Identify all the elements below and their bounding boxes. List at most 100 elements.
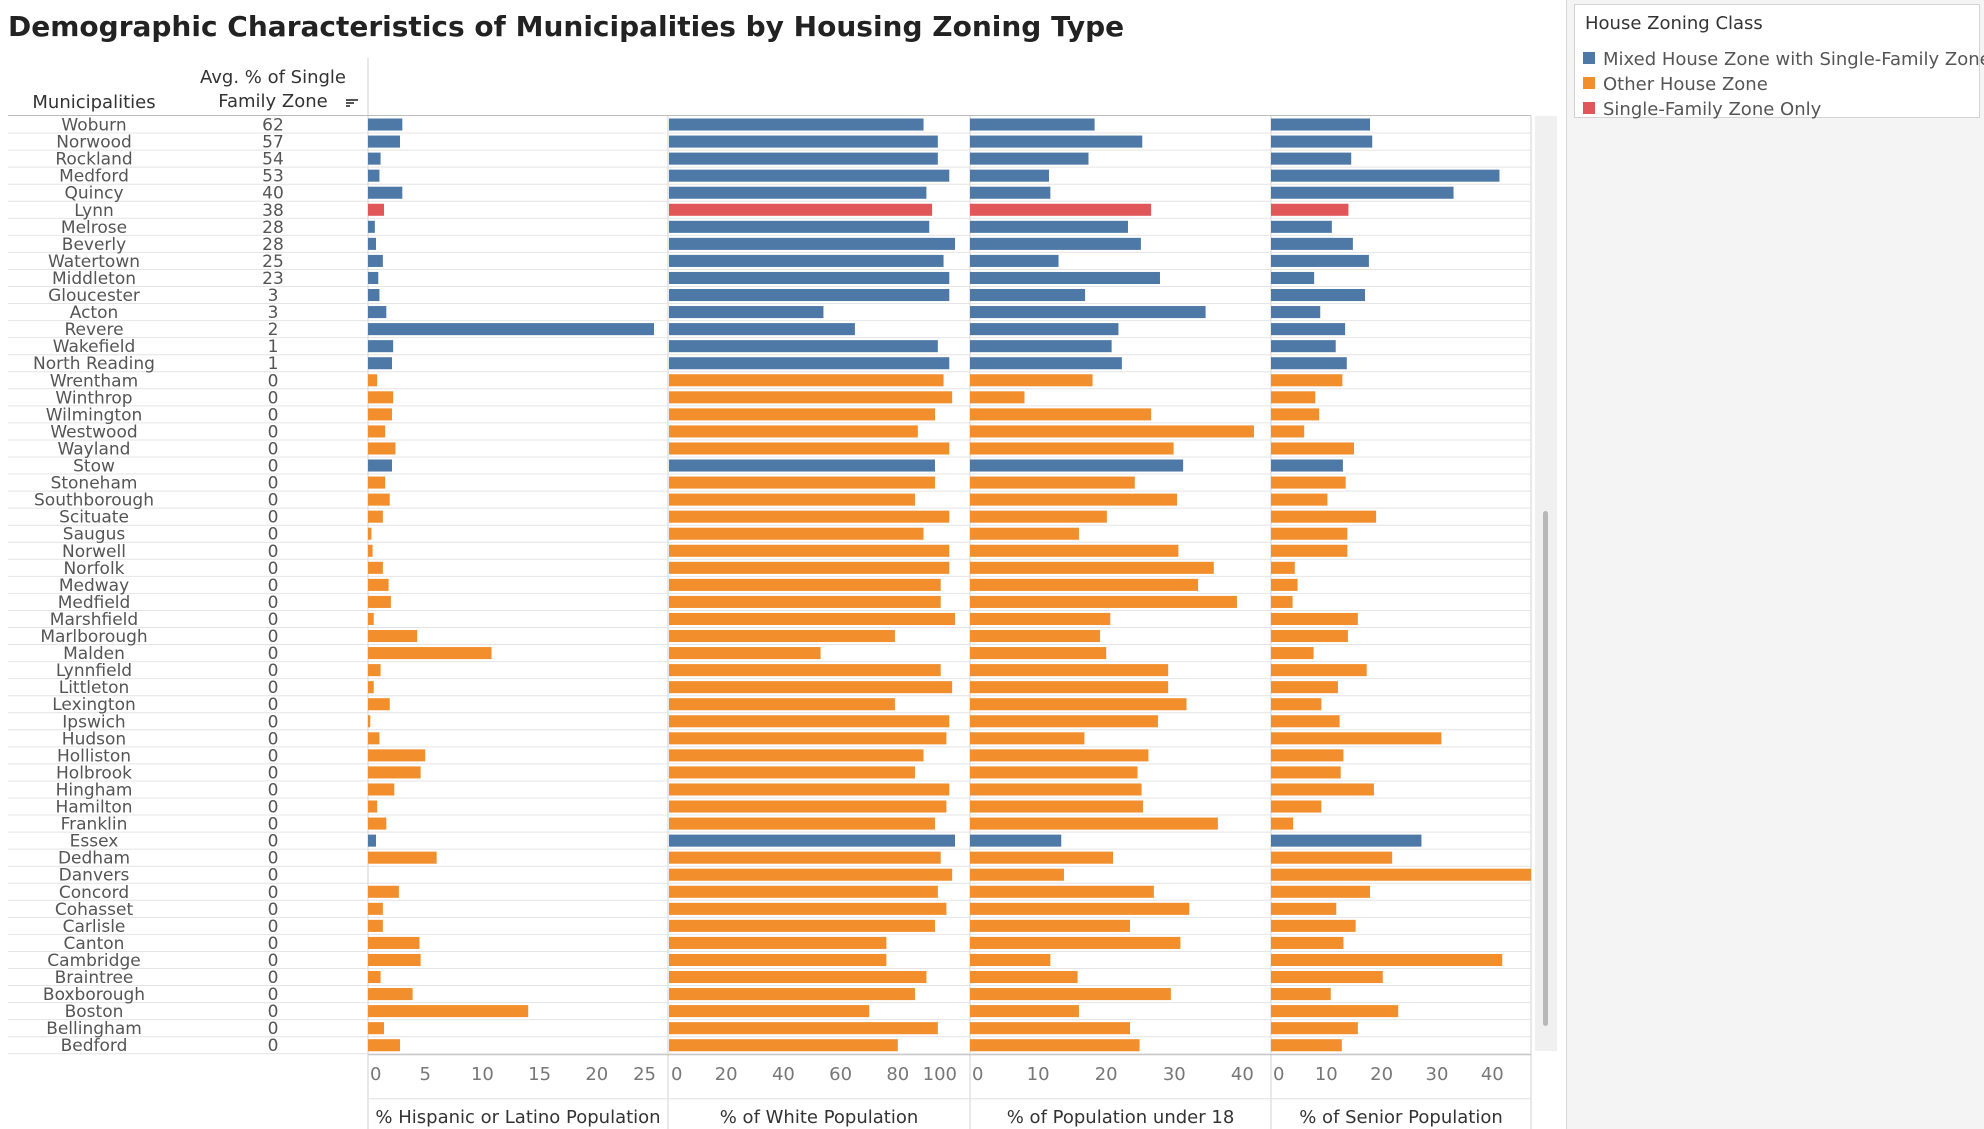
bar <box>1271 340 1336 353</box>
municipality-label: Canton <box>64 934 125 954</box>
municipality-label: Danvers <box>59 866 130 886</box>
bar <box>970 595 1237 608</box>
avg-single-family-value: 0 <box>268 746 279 766</box>
municipality-label: Winthrop <box>55 388 132 408</box>
bar <box>970 289 1086 302</box>
avg-single-family-value: 40 <box>262 184 284 204</box>
bar <box>1271 630 1348 643</box>
avg-single-family-value: 0 <box>268 832 279 852</box>
legend-item-other[interactable]: Other House Zone <box>1583 74 1768 95</box>
avg-single-family-value: 0 <box>268 644 279 664</box>
bar <box>970 868 1064 881</box>
avg-single-family-value: 0 <box>268 422 279 442</box>
bar <box>970 971 1078 984</box>
bar <box>368 749 426 762</box>
bar <box>1271 971 1383 984</box>
municipality-label: Westwood <box>50 422 137 442</box>
bar <box>1271 306 1321 319</box>
bar <box>1271 459 1343 472</box>
bar <box>1271 715 1340 728</box>
avg-single-family-value: 0 <box>268 1019 279 1039</box>
municipality-label: Woburn <box>61 116 126 136</box>
bar <box>368 203 385 216</box>
avg-single-family-value: 0 <box>268 457 279 477</box>
bar <box>669 425 918 438</box>
legend-item-single[interactable]: Single-Family Zone Only <box>1583 99 1821 120</box>
x-tick-label: 10 <box>471 1064 494 1085</box>
municipality-label: Essex <box>70 832 119 852</box>
bar <box>368 391 394 404</box>
avg-single-family-value: 0 <box>268 798 279 818</box>
bar <box>669 732 947 745</box>
x-tick-label: 5 <box>419 1064 430 1085</box>
bar <box>368 783 395 796</box>
avg-single-family-value: 0 <box>268 661 279 681</box>
sort-icon[interactable] <box>346 98 358 108</box>
bar <box>669 476 935 489</box>
bar <box>669 544 950 557</box>
bar <box>368 953 421 966</box>
municipality-label: Watertown <box>48 252 140 272</box>
avg-single-family-header[interactable]: Avg. % of Single Family Zone <box>199 67 346 112</box>
municipality-label: Wrentham <box>50 371 138 391</box>
bar <box>1271 271 1315 284</box>
municipality-label: Hingham <box>56 780 133 800</box>
bar <box>669 510 950 523</box>
bar <box>1271 289 1366 302</box>
bar <box>1271 357 1347 370</box>
legend-item-mixed[interactable]: Mixed House Zone with Single-Family Zone <box>1583 49 1984 70</box>
avg-single-family-value: 0 <box>268 627 279 647</box>
x-tick-label: 40 <box>772 1064 795 1085</box>
bar <box>669 152 938 165</box>
bar <box>1271 783 1374 796</box>
bar <box>970 306 1206 319</box>
x-tick-label: 0 <box>671 1064 682 1085</box>
avg-single-family-value: 57 <box>262 133 284 153</box>
bar <box>970 203 1152 216</box>
municipality-label: Medway <box>59 576 129 596</box>
bar <box>970 766 1138 779</box>
bar <box>1271 527 1348 540</box>
bar <box>368 817 387 830</box>
bar <box>970 459 1184 472</box>
scrollbar-thumb[interactable] <box>1543 511 1548 1026</box>
bar <box>669 612 955 625</box>
bar <box>669 306 824 319</box>
municipality-label: Lynn <box>74 201 114 221</box>
avg-single-family-value: 28 <box>262 235 284 255</box>
bar <box>970 630 1101 643</box>
bar <box>1271 254 1369 267</box>
bar <box>1271 476 1346 489</box>
avg-single-family-value: 0 <box>268 985 279 1005</box>
bar <box>970 749 1149 762</box>
municipality-label: Dedham <box>58 849 130 869</box>
municipalities-header[interactable]: Municipalities <box>32 92 156 113</box>
bar <box>970 1022 1131 1035</box>
bar <box>970 834 1062 847</box>
bar <box>368 664 381 677</box>
x-tick-label: 20 <box>585 1064 608 1085</box>
avg-single-family-value: 0 <box>268 900 279 920</box>
x-tick-label: 20 <box>715 1064 738 1085</box>
legend-title: House Zoning Class <box>1585 13 1763 34</box>
vertical-scrollbar[interactable] <box>1535 116 1557 1051</box>
municipality-label: Franklin <box>61 815 128 835</box>
avg-single-family-value: 0 <box>268 917 279 937</box>
avg-single-family-value: 3 <box>268 286 279 306</box>
municipality-label: Ipswich <box>62 712 125 732</box>
bar <box>1271 698 1322 711</box>
bar <box>368 800 378 813</box>
bar <box>970 578 1199 591</box>
bar <box>1271 1005 1399 1018</box>
x-tick-label: 80 <box>886 1064 909 1085</box>
bar <box>970 698 1187 711</box>
bar <box>368 306 387 319</box>
bar <box>368 135 401 148</box>
municipality-label: Holliston <box>57 746 131 766</box>
bar <box>1271 953 1503 966</box>
bar <box>970 612 1111 625</box>
bar <box>1271 135 1373 148</box>
avg-single-family-value: 0 <box>268 780 279 800</box>
bar <box>368 425 386 438</box>
bar <box>970 732 1085 745</box>
